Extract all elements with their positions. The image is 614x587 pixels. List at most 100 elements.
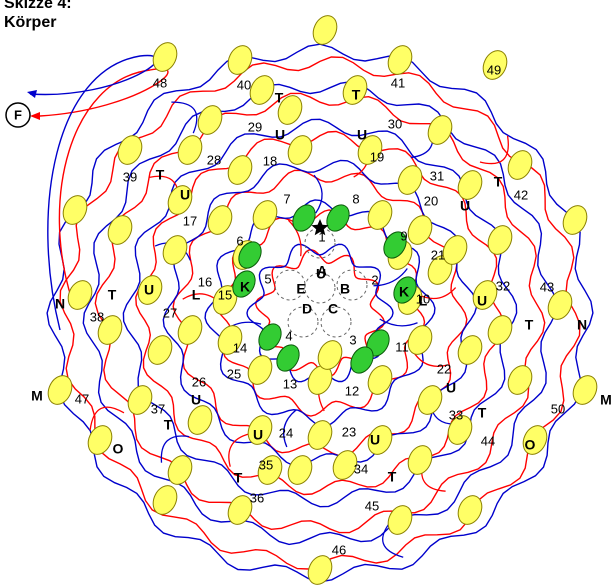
station-number-12: 12 (345, 383, 359, 398)
blue-path-exit (29, 54, 158, 331)
path-letter-k: K (399, 284, 409, 300)
yellow-node (317, 340, 343, 370)
station-number-8: 8 (352, 191, 359, 206)
station-number-41: 41 (391, 75, 405, 90)
yellow-node (367, 365, 393, 395)
station-number-34: 34 (354, 461, 368, 476)
path-letter-n: N (55, 296, 65, 312)
yellow-node (472, 280, 498, 310)
path-letter-u: U (275, 127, 285, 143)
yellow-node (387, 45, 413, 75)
path-letter-t: T (156, 167, 165, 183)
yellow-node (197, 105, 223, 135)
path-connector (89, 406, 125, 431)
path-letter-u: U (460, 198, 470, 214)
yellow-node (97, 315, 123, 345)
station-number-9: 9 (400, 228, 407, 243)
path-letter-t: T (234, 470, 243, 486)
dashed-circle (287, 306, 319, 338)
dashed-circle (336, 269, 368, 301)
station-number-13: 13 (283, 376, 297, 391)
yellow-node (147, 335, 173, 365)
yellow-node (482, 50, 508, 80)
yellow-node (212, 285, 238, 315)
station-number-21: 21 (431, 247, 445, 262)
star-icon (311, 219, 329, 236)
station-number-25: 25 (227, 366, 241, 381)
yellow-node (507, 365, 533, 395)
station-number-46: 46 (332, 542, 346, 557)
yellow-node (227, 155, 253, 185)
center-area-b: B (340, 281, 350, 297)
red-path-exit (39, 68, 169, 301)
yellow-node (227, 45, 253, 75)
green-node (393, 276, 417, 304)
station-number-38: 38 (90, 309, 104, 324)
station-number-10: 10 (416, 291, 430, 306)
station-number-26: 26 (192, 374, 206, 389)
station-number-5: 5 (264, 271, 271, 286)
yellow-node (307, 420, 333, 450)
yellow-node (407, 215, 433, 245)
yellow-node (457, 170, 483, 200)
yellow-node (247, 415, 273, 445)
yellow-node (332, 450, 358, 480)
yellow-node (547, 290, 573, 320)
station-number-18: 18 (263, 153, 277, 168)
yellow-node (287, 135, 313, 165)
exit-circle (5, 102, 31, 128)
path-letter-l: L (192, 287, 201, 303)
station-number-1: 1 (318, 229, 325, 244)
yellow-node (137, 275, 163, 305)
path-letter-u: U (446, 380, 456, 396)
yellow-node (117, 135, 143, 165)
yellow-node (152, 42, 178, 72)
yellow-node (487, 225, 513, 255)
green-node (238, 241, 262, 269)
station-number-15: 15 (218, 287, 232, 302)
station-number-36: 36 (250, 490, 264, 505)
station-number-20: 20 (424, 193, 438, 208)
center-area-c: C (328, 301, 338, 317)
yellow-node (187, 405, 213, 435)
center-area-d: D (302, 301, 312, 317)
station-number-40: 40 (237, 77, 251, 92)
yellow-node (217, 325, 243, 355)
station-number-43: 43 (540, 279, 554, 294)
path-letter-t: T (388, 469, 397, 485)
yellow-node (562, 205, 588, 235)
path-letter-t: T (164, 417, 173, 433)
yellow-node (127, 385, 153, 415)
path-letter-t: T (478, 405, 487, 421)
yellow-node (252, 200, 278, 230)
yellow-node (177, 135, 203, 165)
center-area-a: A (317, 263, 327, 279)
yellow-node (277, 95, 303, 125)
red-arrow-head (30, 112, 40, 120)
yellow-node (487, 315, 513, 345)
yellow-node (312, 15, 338, 45)
station-number-2: 2 (371, 272, 378, 287)
title-line-1: Skizze 4: (4, 0, 72, 12)
station-number-49: 49 (487, 62, 501, 77)
green-node (383, 231, 407, 259)
station-number-19: 19 (370, 149, 384, 164)
path-letter-t: T (352, 87, 361, 103)
path-connector (287, 219, 302, 257)
yellow-node (407, 445, 433, 475)
yellow-node (447, 415, 473, 445)
station-number-39: 39 (123, 169, 137, 184)
station-number-32: 32 (496, 278, 510, 293)
green-node (326, 204, 350, 232)
station-number-27: 27 (163, 305, 177, 320)
yellow-node (227, 495, 253, 525)
station-number-4: 4 (285, 328, 292, 343)
station-number-24: 24 (279, 425, 293, 440)
dashed-circle (320, 306, 352, 338)
path-letter-l: L (419, 293, 428, 309)
page-title: Skizze 4: Körper (4, 0, 72, 32)
red-path-ring-1 (255, 249, 385, 377)
path-connector (479, 135, 509, 165)
yellow-node (507, 150, 533, 180)
